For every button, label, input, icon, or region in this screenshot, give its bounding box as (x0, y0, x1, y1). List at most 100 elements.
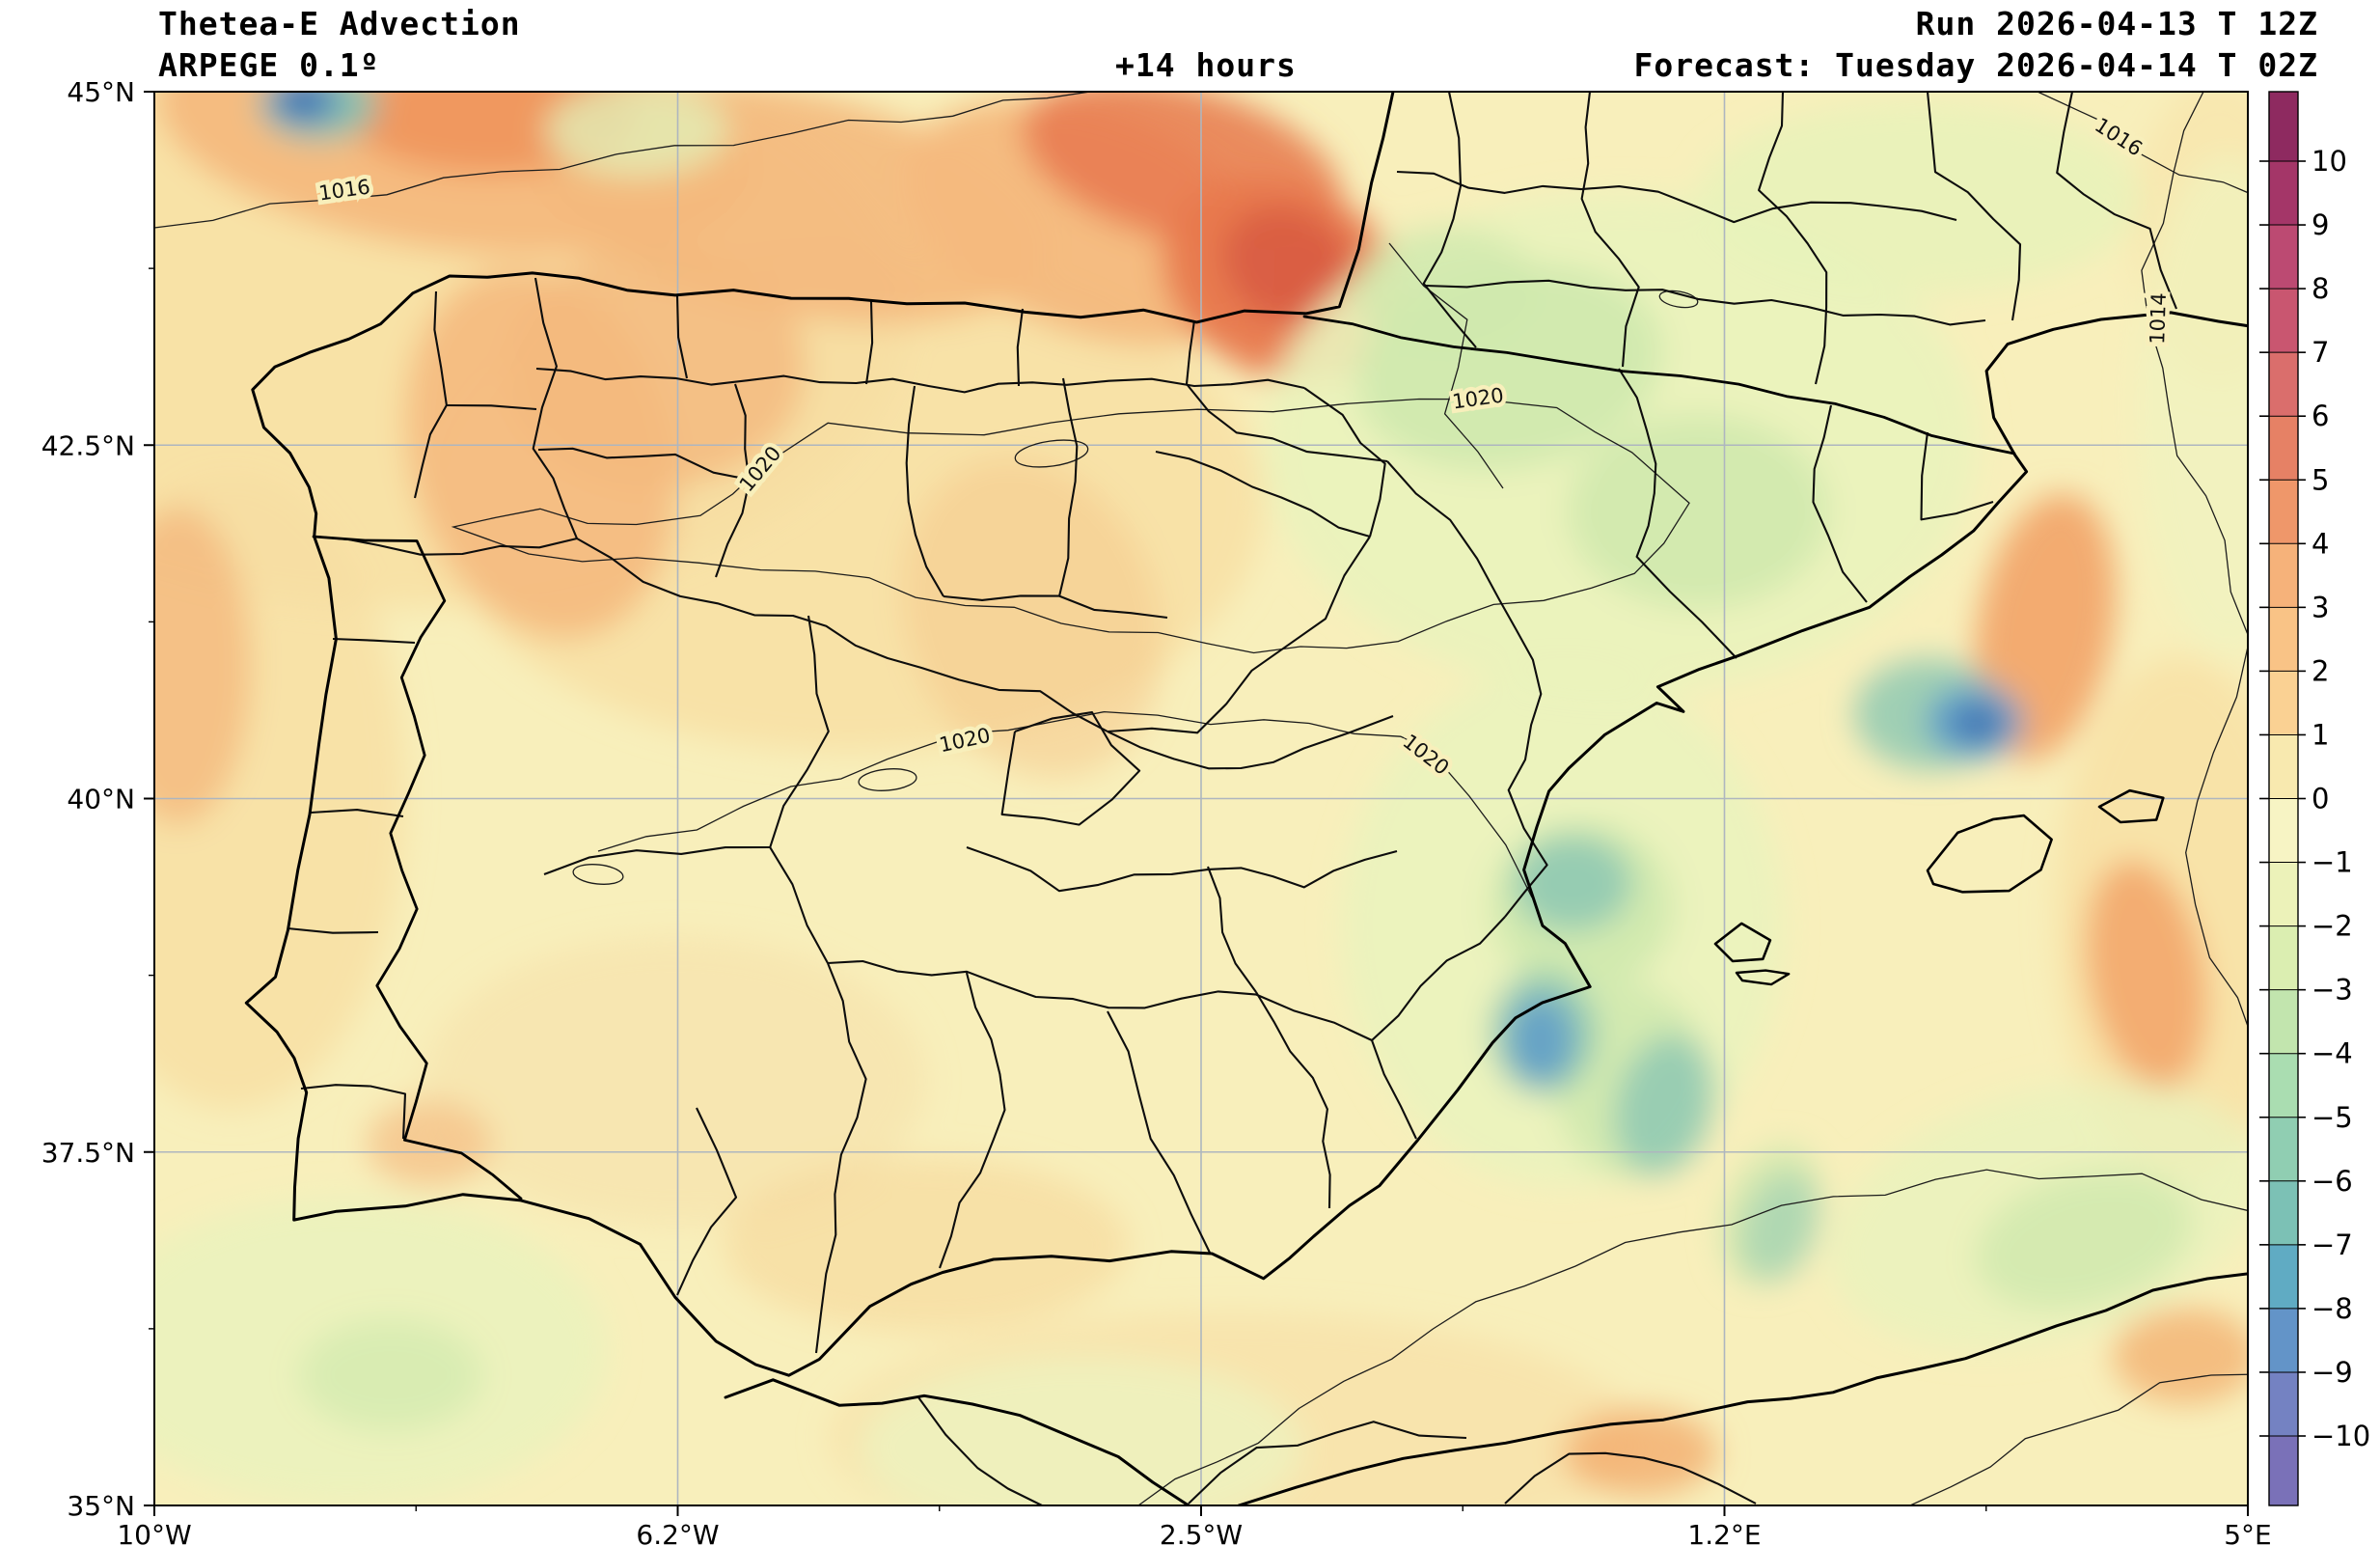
x-tick-label: 10°W (117, 1519, 191, 1546)
isobar-closed-contour (572, 864, 624, 885)
coastline (724, 1378, 1190, 1505)
coastline (312, 535, 523, 1201)
lead-time-label: +14 hours (1115, 46, 1297, 84)
colorbar-segment (2269, 1244, 2298, 1310)
province-boundary (1618, 368, 1737, 659)
province-boundary (1396, 170, 1957, 224)
colorbar-segment (2269, 607, 2298, 672)
province-boundary (769, 615, 830, 964)
province-boundary (1188, 1421, 1467, 1505)
y-tick-label: 45°N (67, 76, 135, 108)
colorbar-segment (2269, 798, 2298, 864)
x-tick-label: 1.2°E (1687, 1519, 1761, 1546)
colorbar-tick-label: −3 (2312, 974, 2353, 1007)
isobar-contour (1137, 1169, 2248, 1505)
isobar-contour (451, 398, 1690, 654)
colorbar-segment (2269, 1053, 2298, 1118)
colorbar-tick-label: 3 (2312, 591, 2329, 623)
province-boundary (1185, 319, 1196, 385)
coastline (2097, 788, 2165, 824)
province-boundary (287, 926, 379, 934)
province-boundary (1155, 450, 1371, 538)
colorbar-tick-label: −2 (2312, 910, 2353, 943)
province-boundary (1107, 1010, 1211, 1254)
y-tick-label: 40°N (67, 784, 135, 815)
run-label: Run 2026-04-13 T 12Z (1915, 5, 2318, 42)
province-boundary (1425, 279, 1986, 326)
province-boundary (1920, 431, 1994, 521)
colorbar-segment (2269, 416, 2298, 481)
colorbar-segment (2269, 225, 2298, 290)
province-boundary (675, 294, 689, 379)
province-boundary (1057, 377, 1079, 597)
province-boundary (576, 538, 1108, 732)
province-boundaries (287, 92, 2177, 1505)
advection-field (154, 92, 2248, 1505)
province-boundary (543, 845, 771, 875)
isobar-closed-contour (1014, 439, 1089, 468)
colorbar-tick-label: −1 (2312, 846, 2353, 879)
province-boundary (1812, 404, 1868, 603)
colorbar-tick-label: 5 (2312, 463, 2329, 496)
isobar-contour (1388, 242, 1504, 489)
province-boundary (535, 367, 1305, 394)
colorbar-segment (2269, 289, 2298, 353)
province-boundary (1371, 916, 1506, 1041)
coastline (1302, 315, 2016, 456)
axes: 45°N 42.5°N 40°N 37.5°N 35°N10°W 6.2°W 2.5°W 1.… (41, 76, 2272, 1546)
province-boundary (917, 1396, 1043, 1505)
province-boundary (1207, 866, 1257, 993)
province-boundary (1107, 715, 1394, 770)
gridlines (154, 92, 2248, 1505)
colorbar-segment (2269, 92, 2298, 162)
province-boundary (1926, 92, 2022, 321)
colorbar-tick-label: 6 (2312, 400, 2329, 432)
province-boundary (676, 1107, 738, 1296)
colorbar-segment (2269, 671, 2298, 736)
province-boundary (332, 637, 416, 645)
colorbar-segment (2269, 989, 2298, 1055)
province-boundary (864, 300, 874, 385)
province-boundary (1016, 308, 1025, 387)
colorbar-tick-label: −8 (2312, 1292, 2353, 1325)
colorbar-segment (2269, 1308, 2298, 1373)
isobar-contour (2141, 92, 2248, 1029)
colorbar-tick-label: −10 (2312, 1420, 2370, 1452)
coastline (1926, 814, 2053, 894)
colorbar-segment (2269, 1436, 2298, 1506)
forecast-label: Forecast: Tuesday 2026-04-14 T 02Z (1633, 46, 2318, 84)
colorbar-segment (2269, 543, 2298, 608)
colorbar-segment (2269, 352, 2298, 417)
x-tick-label: 6.2°W (636, 1519, 719, 1546)
colorbar-segment (2269, 1117, 2298, 1182)
province-boundary (1504, 1451, 1757, 1505)
province-boundary (1107, 536, 1371, 734)
province-boundary (300, 1084, 407, 1140)
province-boundary (1371, 1039, 1417, 1140)
colorbar-segment (2269, 480, 2298, 544)
province-boundary (905, 385, 944, 597)
province-boundary (445, 403, 537, 411)
product-title: Thetea-E Advection (158, 5, 521, 42)
province-boundary (537, 447, 755, 483)
isobar-contour (597, 710, 1533, 898)
province-boundary (715, 383, 751, 578)
coastline (1713, 922, 1772, 963)
colorbar-tick-label: 1 (2312, 718, 2329, 751)
colorbar-tick-label: 7 (2312, 336, 2329, 369)
colorbar-tick-label: −7 (2312, 1229, 2353, 1261)
colorbar-segment (2269, 925, 2298, 991)
colorbar-segment (2269, 1180, 2298, 1246)
isobar-closed-contour (1658, 290, 1699, 309)
coastline (1735, 969, 1791, 986)
coastline (244, 92, 2248, 1377)
isobar-contour (154, 92, 1091, 229)
coastlines (244, 92, 2248, 1505)
colorbar-tick-label: −5 (2312, 1101, 2353, 1134)
province-boundary (2056, 92, 2177, 310)
province-boundary (814, 962, 867, 1354)
y-tick-label: 37.5°N (41, 1137, 135, 1169)
